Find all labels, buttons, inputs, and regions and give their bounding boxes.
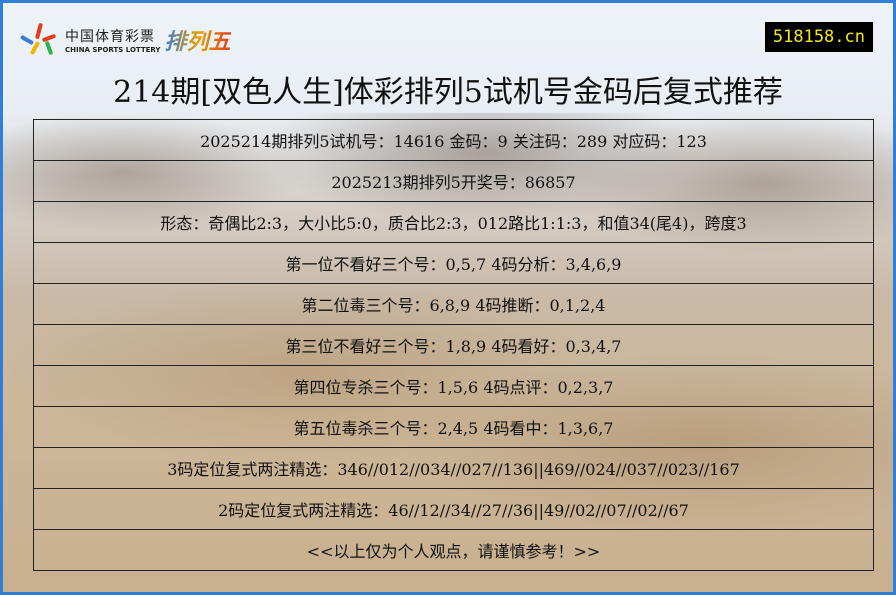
row-position-2: 第二位毒三个号：6,8,9 4码推断：0,1,2,4 — [33, 283, 874, 325]
table-row: 形态：奇偶比2:3，大小比5:0，质合比2:3，012路比1:1:3，和值34(… — [33, 201, 874, 243]
lottery-logo: 中国体育彩票 CHINA SPORTS LOTTERY 排列五 — [19, 22, 231, 57]
row-disclaimer: <<以上仅为个人观点，请谨慎参考！>> — [33, 529, 874, 571]
table-row: 2025213期排列5开奖号：86857 — [33, 160, 874, 202]
row-position-3: 第三位不看好三个号：1,8,9 4码看好：0,3,4,7 — [33, 324, 874, 366]
table-row: 3码定位复式两注精选：346//012//034//027//136||469/… — [33, 447, 874, 489]
site-badge[interactable]: 518158.cn — [764, 22, 873, 52]
page-title: 214期[双色人生]体彩排列5试机号金码后复式推荐 — [113, 75, 783, 110]
row-position-1: 第一位不看好三个号：0,5,7 4码分析：3,4,6,9 — [33, 242, 874, 284]
logo-mark-icon — [19, 22, 59, 57]
table-row: <<以上仅为个人观点，请谨慎参考！>> — [33, 529, 874, 571]
row-position-5: 第五位毒杀三个号：2,4,5 4码看中：1,3,6,7 — [33, 406, 874, 448]
row-2-code: 2码定位复式两注精选：46//12//34//27//36||49//02//0… — [33, 488, 874, 530]
table-row: 第三位不看好三个号：1,8,9 4码看好：0,3,4,7 — [33, 324, 874, 366]
row-pattern: 形态：奇偶比2:3，大小比5:0，质合比2:3，012路比1:1:3，和值34(… — [33, 201, 874, 243]
table-row: 2025214期排列5试机号：14616 金码：9 关注码：289 对应码：12… — [33, 119, 874, 161]
table-row: 第五位毒杀三个号：2,4,5 4码看中：1,3,6,7 — [33, 406, 874, 448]
logo-product: 排列五 — [165, 24, 231, 56]
row-trial-number: 2025214期排列5试机号：14616 金码：9 关注码：289 对应码：12… — [33, 119, 874, 161]
prediction-table: 2025214期排列5试机号：14616 金码：9 关注码：289 对应码：12… — [33, 119, 874, 571]
row-draw-result: 2025213期排列5开奖号：86857 — [33, 160, 874, 202]
table-row: 2码定位复式两注精选：46//12//34//27//36||49//02//0… — [33, 488, 874, 530]
table-row: 第一位不看好三个号：0,5,7 4码分析：3,4,6,9 — [33, 242, 874, 284]
table-row: 第四位专杀三个号：1,5,6 4码点评：0,2,3,7 — [33, 365, 874, 407]
logo-cn: 中国体育彩票 — [65, 29, 155, 45]
table-row: 第二位毒三个号：6,8,9 4码推断：0,1,2,4 — [33, 283, 874, 325]
logo-en: CHINA SPORTS LOTTERY — [65, 46, 161, 54]
row-3-code: 3码定位复式两注精选：346//012//034//027//136||469/… — [33, 447, 874, 489]
row-position-4: 第四位专杀三个号：1,5,6 4码点评：0,2,3,7 — [33, 365, 874, 407]
